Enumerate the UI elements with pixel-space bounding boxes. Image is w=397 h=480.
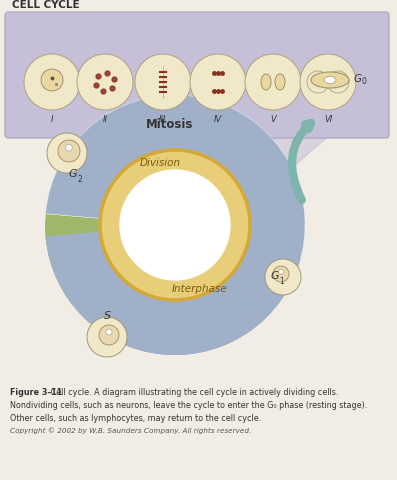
Text: Division: Division [139, 157, 181, 168]
Circle shape [327, 72, 349, 94]
Text: Other cells, such as lymphocytes, may return to the cell cycle.: Other cells, such as lymphocytes, may re… [10, 413, 261, 422]
Text: 2: 2 [78, 174, 82, 183]
Text: 1: 1 [279, 276, 284, 285]
Text: Figure 3–11: Figure 3–11 [10, 387, 62, 396]
Circle shape [300, 55, 356, 111]
Ellipse shape [261, 75, 271, 91]
Text: 0: 0 [361, 77, 366, 86]
Text: Mitosis: Mitosis [146, 117, 194, 130]
Circle shape [333, 77, 343, 87]
Circle shape [100, 151, 250, 300]
Ellipse shape [324, 77, 336, 84]
Circle shape [120, 171, 230, 280]
Text: S: S [104, 311, 110, 320]
Ellipse shape [275, 75, 285, 91]
Circle shape [41, 70, 63, 92]
Text: III: III [159, 115, 167, 124]
Text: IV: IV [214, 115, 222, 124]
Circle shape [190, 55, 246, 111]
Circle shape [307, 72, 329, 94]
Circle shape [24, 55, 80, 111]
Wedge shape [46, 96, 305, 270]
Circle shape [245, 55, 301, 111]
Text: G: G [69, 168, 77, 179]
Circle shape [99, 325, 119, 345]
Wedge shape [45, 214, 152, 343]
Polygon shape [60, 136, 330, 195]
Text: G: G [354, 74, 362, 84]
Text: G: G [271, 270, 279, 280]
Text: V: V [270, 115, 276, 124]
Circle shape [58, 141, 80, 163]
Circle shape [273, 266, 289, 282]
Wedge shape [126, 226, 293, 355]
Circle shape [106, 329, 112, 336]
Text: VI: VI [324, 115, 332, 124]
Text: Copyright © 2002 by W.B. Saunders Company. All rights reserved.: Copyright © 2002 by W.B. Saunders Compan… [10, 426, 251, 433]
Circle shape [87, 317, 127, 357]
Circle shape [279, 270, 283, 275]
Text: Nondividing cells, such as neurons, leave the cycle to enter the G₀ phase (resti: Nondividing cells, such as neurons, leav… [10, 400, 367, 409]
FancyBboxPatch shape [5, 13, 389, 139]
Circle shape [45, 96, 305, 355]
Circle shape [265, 260, 301, 295]
Text: II: II [102, 115, 108, 124]
Wedge shape [45, 221, 175, 348]
Circle shape [313, 77, 323, 87]
Circle shape [66, 145, 72, 152]
Text: Interphase: Interphase [172, 283, 228, 293]
Circle shape [47, 134, 87, 174]
Wedge shape [141, 244, 297, 355]
Text: CELL CYCLE: CELL CYCLE [12, 0, 80, 10]
Circle shape [77, 55, 133, 111]
Circle shape [135, 55, 191, 111]
Wedge shape [46, 226, 301, 355]
Text: I: I [51, 115, 53, 124]
Text: Cell cycle. A diagram illustrating the cell cycle in actively dividing cells.: Cell cycle. A diagram illustrating the c… [48, 387, 338, 396]
Ellipse shape [311, 73, 349, 89]
Wedge shape [120, 249, 293, 355]
